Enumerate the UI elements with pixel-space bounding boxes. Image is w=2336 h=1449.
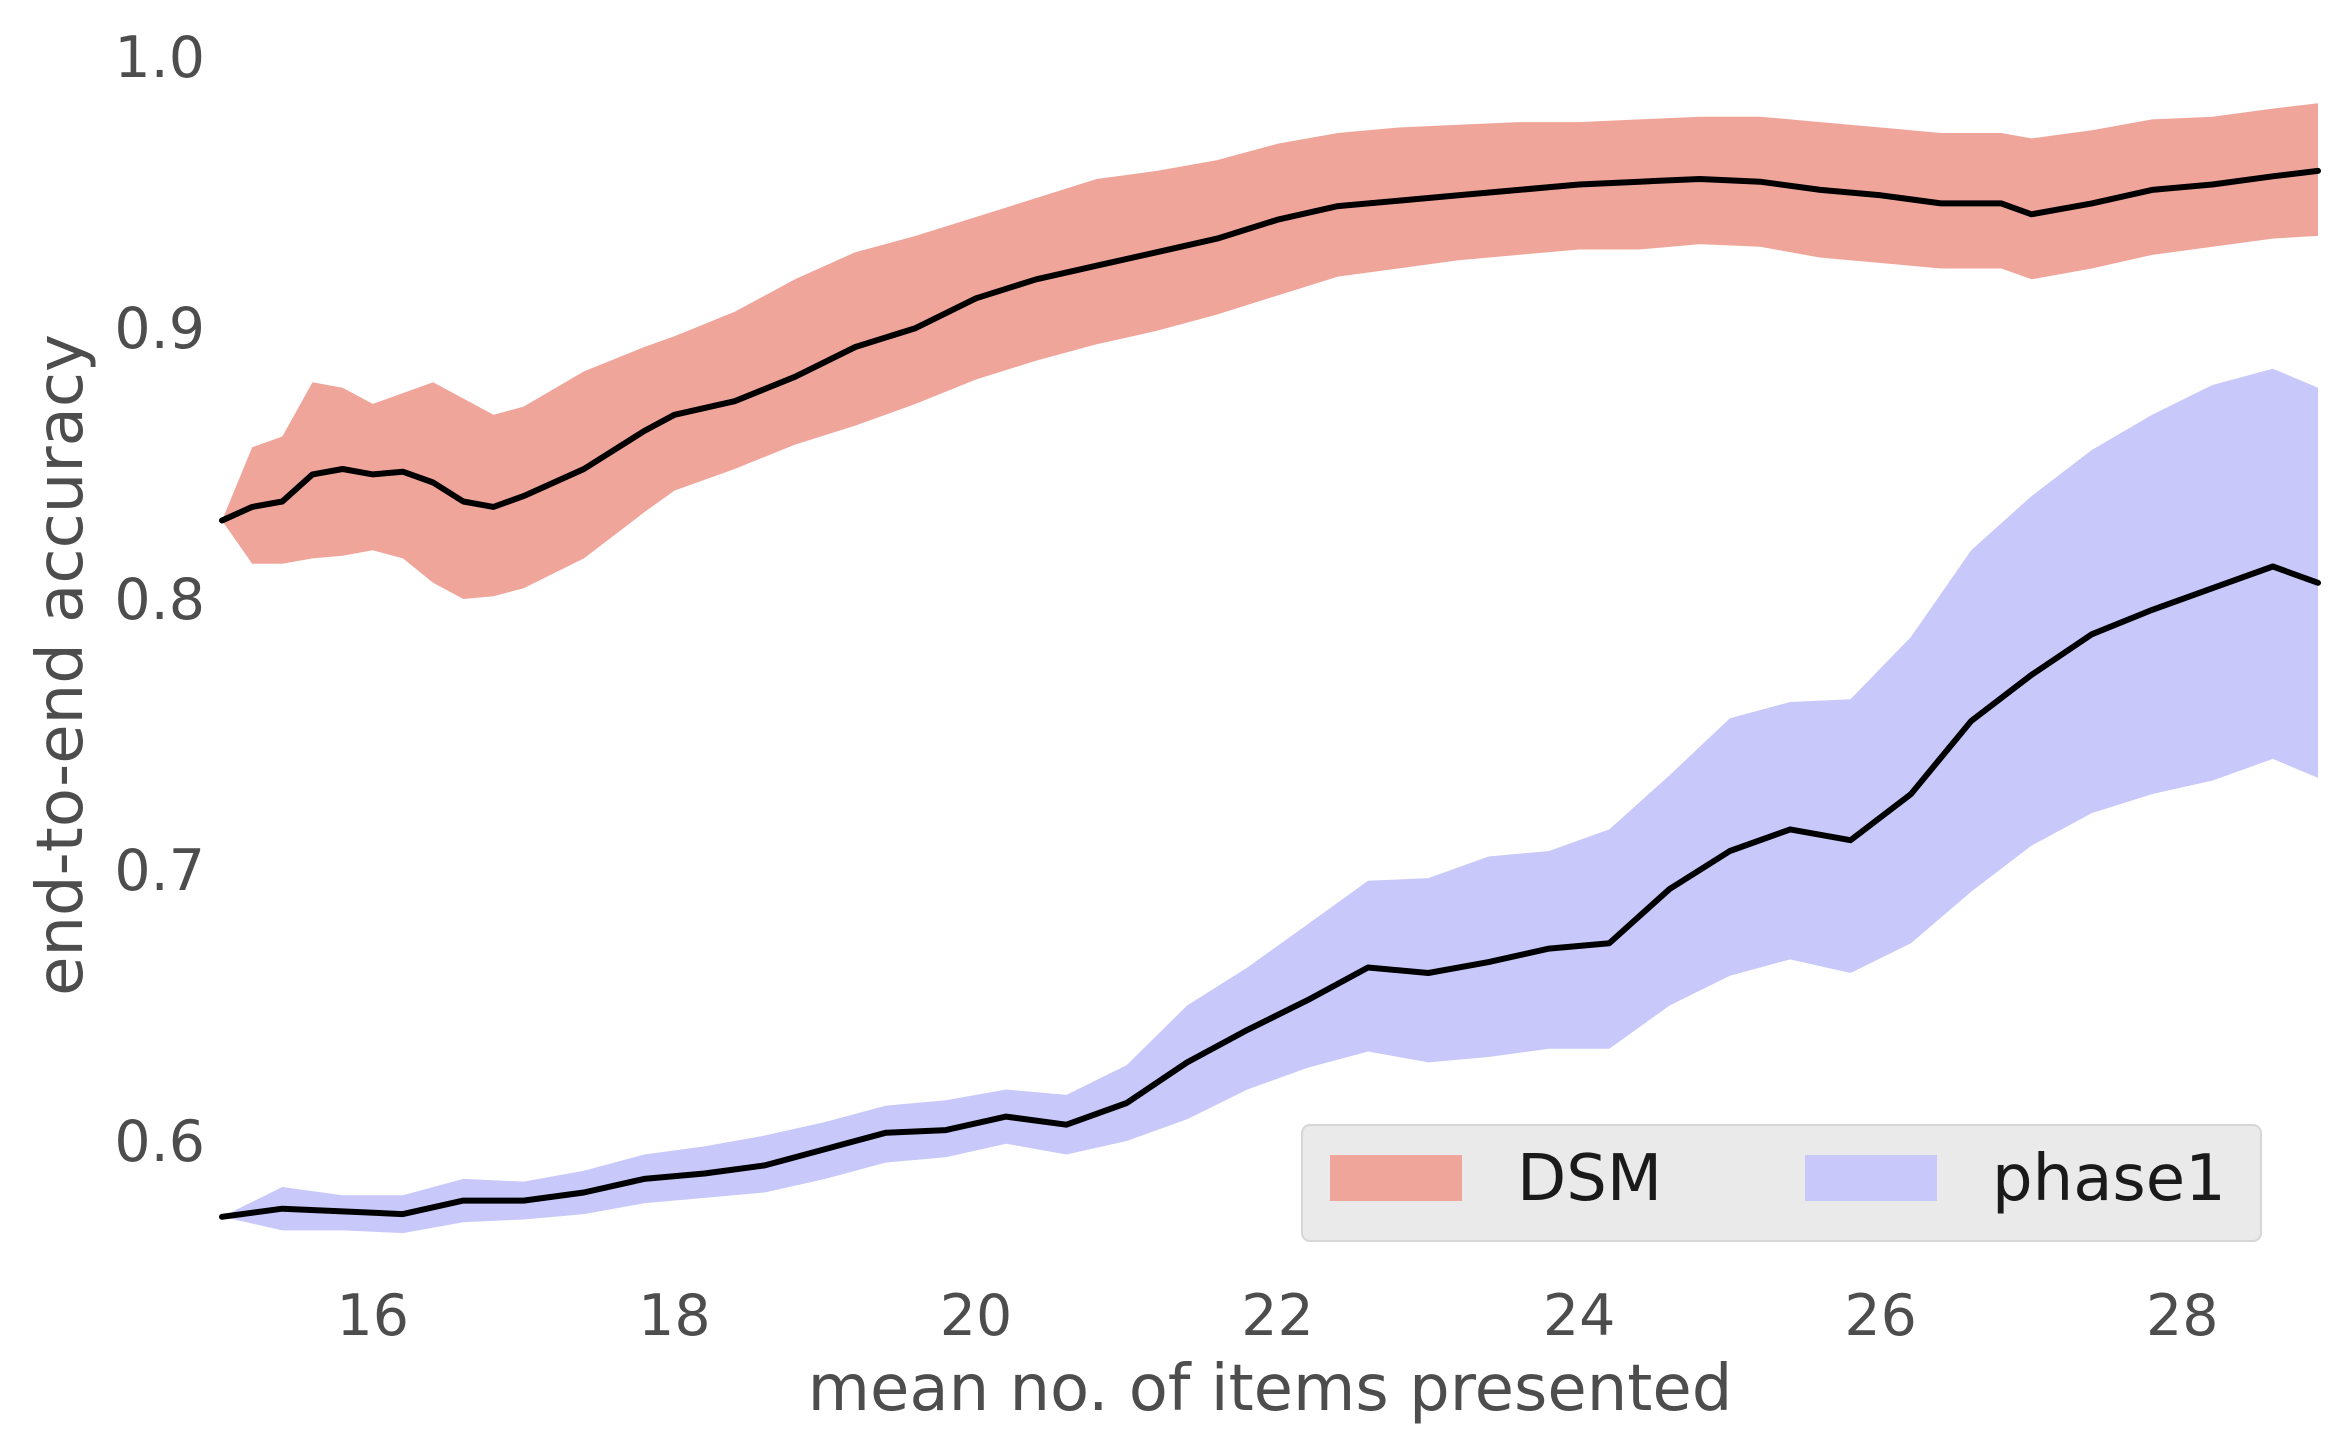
legend-frame	[1301, 1124, 2262, 1242]
x-tick-label: 24	[1543, 1283, 1616, 1349]
x-axis-ticks: 16 18 20 22 24 26 28	[337, 1283, 2219, 1349]
y-tick-label: 0.8	[114, 567, 205, 633]
y-tick-label: 0.6	[114, 1109, 205, 1175]
legend-label-dsm: DSM	[1517, 1142, 1662, 1216]
mean-lines	[219, 167, 2321, 1220]
y-tick-label: 1.0	[114, 25, 205, 91]
x-tick-label: 18	[638, 1283, 711, 1349]
band-dsm	[222, 103, 2318, 599]
x-axis-title: mean no. of items presented	[808, 1352, 1733, 1426]
y-tick-label: 0.7	[114, 838, 205, 904]
x-tick-label: 22	[1241, 1283, 1314, 1349]
line-phase1	[219, 563, 2321, 1220]
y-tick-label: 0.9	[114, 296, 205, 362]
line-dsm	[219, 167, 2321, 524]
x-tick-label: 16	[337, 1283, 410, 1349]
y-axis-title: end-to-end accuracy	[24, 334, 98, 996]
legend-label-phase1: phase1	[1992, 1142, 2226, 1216]
x-tick-label: 26	[1844, 1283, 1917, 1349]
legend-swatch-dsm	[1330, 1155, 1462, 1201]
x-tick-label: 20	[940, 1283, 1013, 1349]
x-tick-label: 28	[2146, 1283, 2219, 1349]
legend: DSM phase1	[1301, 1124, 2262, 1242]
y-axis-ticks: 0.6 0.7 0.8 0.9 1.0	[114, 25, 205, 1175]
legend-swatch-phase1	[1805, 1155, 1937, 1201]
confidence-bands	[222, 103, 2318, 1234]
